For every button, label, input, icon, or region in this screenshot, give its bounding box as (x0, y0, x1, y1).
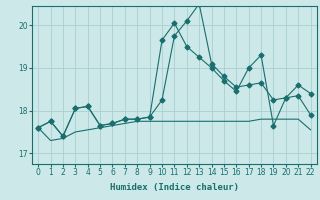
X-axis label: Humidex (Indice chaleur): Humidex (Indice chaleur) (110, 183, 239, 192)
